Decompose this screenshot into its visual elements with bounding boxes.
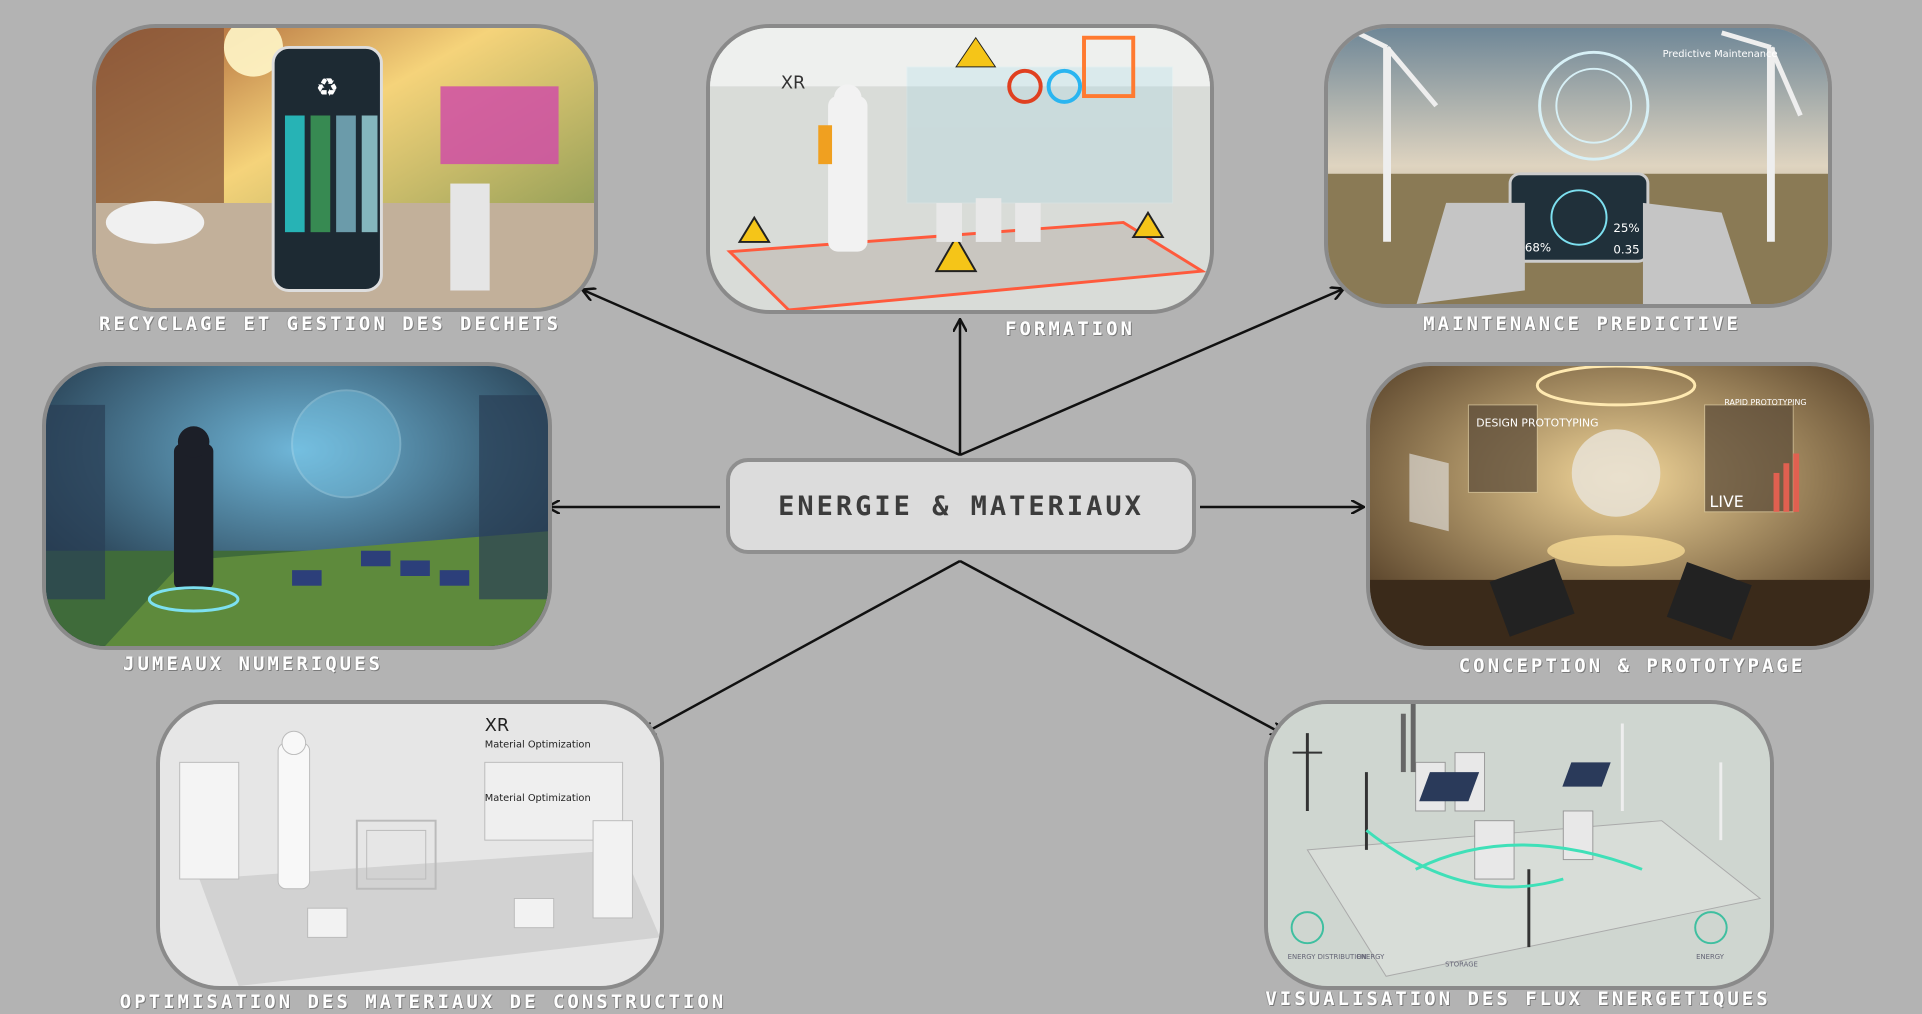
materials-label: OPTIMISATION DES MATERIAUX DE CONSTRUCTI…	[119, 991, 727, 1013]
training-image: XR	[706, 24, 1214, 314]
svg-text:XR: XR	[781, 73, 805, 93]
energy-flows-image: ENERGY DISTRIBUTION ENERGY STORAGE ENERG…	[1264, 700, 1774, 990]
recycling-label: RECYCLAGE ET GESTION DES DECHETS	[98, 313, 562, 335]
svg-text:ENERGY DISTRIBUTION: ENERGY DISTRIBUTION	[1288, 953, 1367, 961]
svg-text:25%: 25%	[1613, 221, 1639, 235]
svg-text:LIVE: LIVE	[1710, 492, 1744, 511]
center-node: ENERGIE & MATERIAUX	[726, 458, 1196, 554]
svg-text:Material Optimization: Material Optimization	[485, 740, 591, 751]
digital-twins-label: JUMEAUX NUMERIQUES	[123, 653, 383, 675]
svg-text:♻: ♻	[316, 72, 339, 102]
design-label: CONCEPTION & PROTOTYPAGE	[1458, 655, 1806, 677]
energy-flows-label: VISUALISATION DES FLUX ENERGETIQUES	[1265, 988, 1771, 1010]
svg-text:XR: XR	[485, 716, 509, 736]
arrow-to-energy-flows	[959, 559, 1283, 734]
arrow-to-recycling	[583, 290, 961, 457]
arrow-to-materials	[643, 559, 961, 734]
materials-image: XR Material Optimization Material Optimi…	[156, 700, 664, 990]
svg-text:ENERGY: ENERGY	[1696, 953, 1725, 961]
svg-text:ENERGY: ENERGY	[1357, 953, 1386, 961]
svg-text:0.35: 0.35	[1613, 243, 1639, 257]
digital-twins-image	[42, 362, 552, 650]
svg-text:68%: 68%	[1525, 241, 1551, 255]
training-label: FORMATION	[1005, 318, 1135, 340]
svg-text:STORAGE: STORAGE	[1445, 961, 1478, 969]
design-image: DESIGN PROTOTYPING LIVE RAPID PROTOTYPIN…	[1366, 362, 1874, 650]
recycling-image: ♻	[92, 24, 598, 312]
svg-text:RAPID PROTOTYPING: RAPID PROTOTYPING	[1724, 398, 1806, 407]
svg-text:Material Optimization: Material Optimization	[485, 793, 591, 804]
svg-text:DESIGN PROTOTYPING: DESIGN PROTOTYPING	[1476, 416, 1598, 429]
maintenance-image: 68% 25% 0.35 Predictive Maintenance	[1324, 24, 1832, 308]
svg-text:Predictive Maintenance: Predictive Maintenance	[1663, 49, 1778, 60]
maintenance-label: MAINTENANCE PREDICTIVE	[1423, 313, 1741, 335]
